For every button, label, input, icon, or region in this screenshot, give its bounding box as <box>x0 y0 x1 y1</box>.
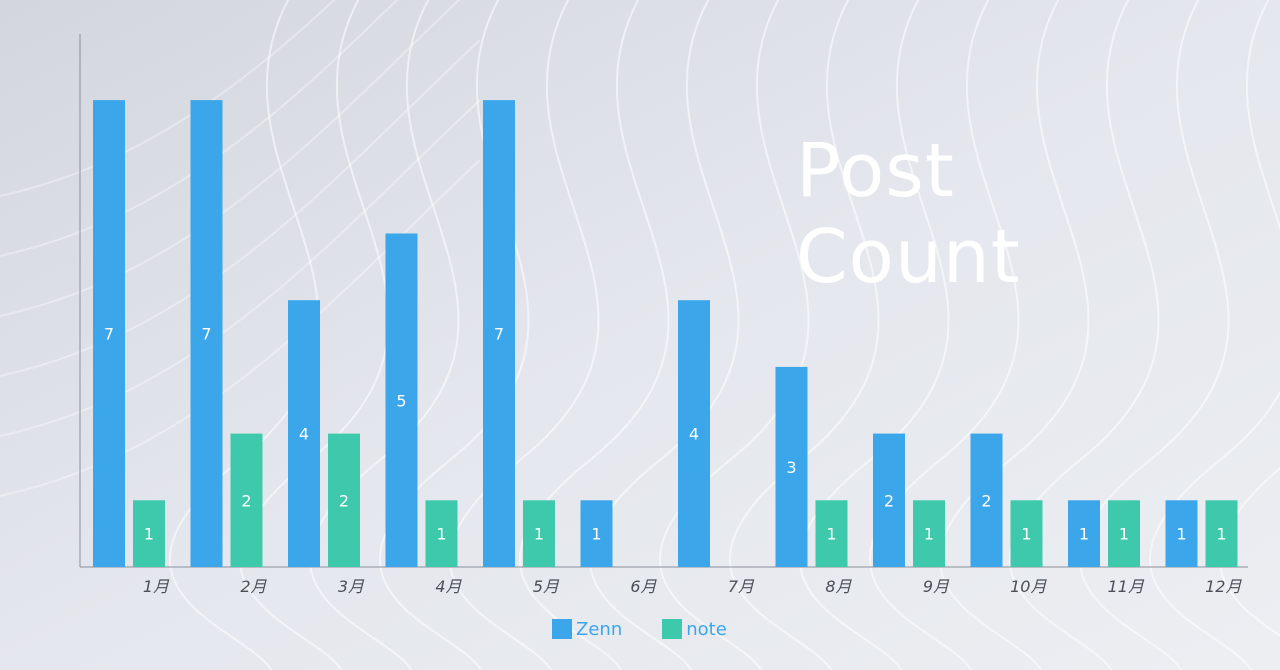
bar-zenn-11 <box>1068 500 1100 567</box>
background-wave-line <box>309 0 460 670</box>
background-wave-line <box>0 0 336 197</box>
x-tick-label: 8月 <box>825 577 852 596</box>
background-wave-line <box>1149 0 1280 670</box>
data-label-note-8: 1 <box>826 525 836 544</box>
background-wave-line <box>0 159 481 497</box>
legend-item-zenn: Zenn <box>552 619 622 640</box>
legend-item-note: note <box>662 619 727 640</box>
x-tick-label: 4月 <box>435 577 462 596</box>
data-label-note-1: 1 <box>144 525 154 544</box>
data-label-zenn-1: 7 <box>104 325 114 344</box>
x-tick-label: 11月 <box>1108 577 1145 596</box>
data-label-zenn-4: 5 <box>396 391 406 410</box>
legend: Zenn note <box>552 616 727 642</box>
x-tick-label: 12月 <box>1205 577 1242 596</box>
background-wave-line <box>0 39 481 377</box>
bar-note-5 <box>523 500 555 567</box>
legend-swatch-zenn <box>552 619 572 639</box>
background-wave-line <box>1079 0 1230 670</box>
data-label-zenn-10: 2 <box>981 491 991 510</box>
data-label-zenn-9: 2 <box>884 491 894 510</box>
bar-zenn-5 <box>483 100 515 567</box>
x-tick-label: 5月 <box>533 577 560 596</box>
bar-zenn-10 <box>970 433 1003 567</box>
data-label-note-2: 2 <box>241 491 251 510</box>
x-tick-label: 6月 <box>630 577 657 596</box>
bar-note-4 <box>425 500 458 567</box>
bar-note-3 <box>328 433 360 567</box>
x-tick-label: 3月 <box>338 577 365 596</box>
background-wave-line <box>0 99 481 437</box>
bar-zenn-2 <box>190 100 223 567</box>
background-wave-line <box>0 0 461 317</box>
data-label-zenn-6: 1 <box>591 525 601 544</box>
bar-note-11 <box>1108 500 1140 567</box>
x-tick-label: 7月 <box>728 577 755 596</box>
bar-zenn-12 <box>1165 500 1198 567</box>
background-wave-line <box>659 0 810 670</box>
background-wave-line <box>0 0 399 257</box>
background-wave-line <box>869 0 1020 670</box>
bar-zenn-4 <box>385 233 418 567</box>
bar-note-10 <box>1010 500 1043 567</box>
background-wave-line <box>1009 0 1160 670</box>
background-wave-line <box>519 0 670 670</box>
bar-note-2 <box>230 433 263 567</box>
legend-swatch-note <box>662 619 683 639</box>
background-wave-line <box>379 0 530 670</box>
bar-zenn-3 <box>288 300 320 567</box>
data-label-zenn-3: 4 <box>299 425 309 444</box>
data-label-note-10: 1 <box>1021 525 1031 544</box>
x-tick-label: 1月 <box>143 577 170 596</box>
data-label-note-11: 1 <box>1119 525 1129 544</box>
data-label-zenn-7: 4 <box>689 425 699 444</box>
data-label-zenn-2: 7 <box>201 325 211 344</box>
legend-label-zenn: Zenn <box>576 618 623 640</box>
bar-zenn-9 <box>873 433 905 567</box>
data-label-zenn-8: 3 <box>786 458 796 477</box>
x-tick-label: 9月 <box>923 577 950 596</box>
x-tick-label: 2月 <box>240 577 267 596</box>
bar-note-9 <box>913 500 945 567</box>
bar-note-12 <box>1205 500 1238 567</box>
data-label-zenn-11: 1 <box>1079 525 1089 544</box>
data-label-note-4: 1 <box>436 525 446 544</box>
data-label-note-12: 1 <box>1216 525 1226 544</box>
legend-label-note: note <box>686 618 727 640</box>
data-label-note-9: 1 <box>924 525 934 544</box>
background-wave-line <box>589 0 740 670</box>
background-wave-line <box>449 0 600 670</box>
data-label-note-3: 2 <box>339 491 349 510</box>
data-label-zenn-12: 1 <box>1176 525 1186 544</box>
data-label-note-5: 1 <box>534 525 544 544</box>
bar-zenn-8 <box>775 366 808 567</box>
background-wave-line <box>939 0 1090 670</box>
chart-title-line-1: Post <box>796 128 955 214</box>
bar-note-1 <box>133 500 165 567</box>
chart-title-line-2: Count <box>796 214 1021 300</box>
bar-zenn-7 <box>678 300 710 567</box>
x-tick-label: 10月 <box>1010 577 1047 596</box>
data-label-zenn-5: 7 <box>494 325 504 344</box>
background-wave-line <box>799 0 950 670</box>
bar-zenn-6 <box>580 500 613 567</box>
chart-title: Post Count <box>796 128 1021 300</box>
bar-note-8 <box>815 500 848 567</box>
bar-zenn-1 <box>93 100 125 567</box>
